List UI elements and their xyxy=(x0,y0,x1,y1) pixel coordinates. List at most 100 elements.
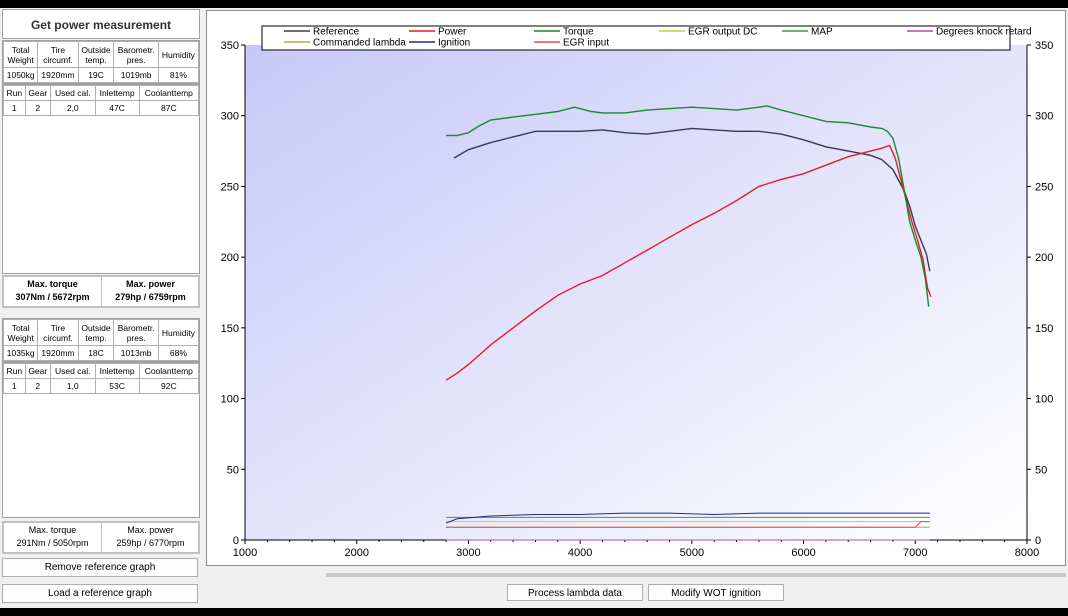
horizontal-scrollbar[interactable] xyxy=(326,573,1066,577)
value-inlettemp: 47C xyxy=(94,100,140,116)
max-torque-1: Max. torque 307Nm / 5672rpm xyxy=(4,277,101,306)
y-tick-label: 50 xyxy=(227,464,239,476)
conditions-table-1: Total Weight Tire circumf. Outside temp.… xyxy=(2,41,200,83)
value-gear: 2 xyxy=(24,100,51,116)
value-used-cal: 2,0 xyxy=(49,100,96,116)
measurement-2-conditions: Total Weight Tire circumf. Outside temp.… xyxy=(2,318,200,362)
header-used-cal: Used cal. xyxy=(49,85,96,101)
series-line-torque xyxy=(446,105,930,307)
value-total-weight: 1035kg xyxy=(2,345,39,361)
max-torque-label: Max. torque xyxy=(28,525,77,535)
y-tick-label-right: 0 xyxy=(1035,535,1041,547)
max-torque-label: Max. torque xyxy=(27,279,78,289)
y-tick-label: 350 xyxy=(221,40,239,52)
value-barometric-pressure: 1019mb xyxy=(113,67,159,83)
header-tire-circumference: Tire circumf. xyxy=(37,41,79,68)
legend-label: Ignition xyxy=(438,38,470,49)
max-power-2: Max. power 259hp / 6770rpm xyxy=(102,523,199,552)
legend: Reference Power Torque EGR output DC MAP Degr… xyxy=(261,25,1032,51)
value-used-cal: 1,0 xyxy=(49,378,96,394)
legend-label: Degrees knock retard xyxy=(936,27,1032,38)
max-torque-2: Max. torque 291Nm / 5050rpm xyxy=(4,523,101,552)
conditions-table-2: Total Weight Tire circumf. Outside temp.… xyxy=(2,319,200,361)
legend-label: EGR input xyxy=(563,38,609,49)
value-coolanttemp: 92C xyxy=(138,378,200,394)
value-humidity: 68% xyxy=(157,345,200,361)
divider xyxy=(101,277,102,306)
max-torque-value: 291Nm / 5050rpm xyxy=(16,538,89,548)
header-barometric-pressure: Barometr. pres. xyxy=(113,41,159,68)
x-tick-label: 1000 xyxy=(233,547,257,559)
run-table-2: Run Gear Used cal. Inlettemp Coolanttemp… xyxy=(3,363,200,394)
legend-label: EGR output DC xyxy=(688,27,757,38)
value-coolanttemp: 87C xyxy=(138,100,200,116)
header-coolanttemp: Coolanttemp xyxy=(138,85,200,101)
value-run: 1 xyxy=(3,100,26,116)
header-gear: Gear xyxy=(24,85,51,101)
divider xyxy=(101,523,102,552)
series-line-reference xyxy=(453,127,931,272)
app-window: Get power measurement Total Weight Tire … xyxy=(0,8,1068,608)
value-outside-temp: 19C xyxy=(77,67,115,83)
load-reference-button[interactable]: Load a reference graph xyxy=(2,584,198,603)
y-tick-label: 200 xyxy=(221,252,239,264)
header-total-weight: Total Weight xyxy=(2,41,39,68)
measurement-1-conditions: Total Weight Tire circumf. Outside temp.… xyxy=(2,40,200,84)
header-outside-temp: Outside temp. xyxy=(77,319,115,346)
y-tick-label: 250 xyxy=(221,181,239,193)
value-gear: 2 xyxy=(24,378,51,394)
axes: 0 0 50 50 100 100 150 150 200 200 250 250 300 300 350 3… xyxy=(221,40,1054,559)
power-chart: 0 0 50 50 100 100 150 150 200 200 250 250 300 300 350 3… xyxy=(221,25,1054,559)
y-tick-label-right: 150 xyxy=(1035,323,1053,335)
legend-label: Commanded lambda xyxy=(313,38,406,49)
x-tick-label: 8000 xyxy=(1015,547,1039,559)
x-tick-label: 6000 xyxy=(791,547,815,559)
x-tick-label: 4000 xyxy=(568,547,592,559)
series-line-ignition xyxy=(445,512,930,524)
header-humidity: Humidity xyxy=(157,41,200,68)
header-run: Run xyxy=(3,363,26,379)
legend-label: Reference xyxy=(313,27,360,38)
measurement-1-run: Run Gear Used cal. Inlettemp Coolanttemp… xyxy=(2,84,200,274)
header-total-weight: Total Weight xyxy=(2,319,39,346)
x-tick-label: 2000 xyxy=(344,547,368,559)
scrollbar-track-start xyxy=(206,571,326,579)
header-inlettemp: Inlettemp xyxy=(94,85,140,101)
y-tick-label: 0 xyxy=(233,535,239,547)
modify-wot-ignition-button[interactable]: Modify WOT ignition xyxy=(648,584,784,601)
value-run: 1 xyxy=(3,378,26,394)
remove-reference-button[interactable]: Remove reference graph xyxy=(2,558,198,577)
series xyxy=(445,105,932,541)
value-outside-temp: 18C xyxy=(77,345,115,361)
x-tick-label: 7000 xyxy=(903,547,927,559)
legend-box xyxy=(261,25,1011,51)
left-panel: Get power measurement Total Weight Tire … xyxy=(0,8,203,608)
x-tick-label: 5000 xyxy=(680,547,704,559)
y-tick-label-right: 350 xyxy=(1035,40,1053,52)
header-used-cal: Used cal. xyxy=(49,363,96,379)
process-lambda-button[interactable]: Process lambda data xyxy=(507,584,643,601)
legend-label: Torque xyxy=(563,27,594,38)
max-power-value: 259hp / 6770rpm xyxy=(116,538,185,548)
y-tick-label-right: 200 xyxy=(1035,252,1053,264)
measurement-2-run: Run Gear Used cal. Inlettemp Coolanttemp… xyxy=(2,362,200,518)
header-gear: Gear xyxy=(24,363,51,379)
value-tire-circumference: 1920mm xyxy=(37,345,79,361)
max-torque-value: 307Nm / 5672rpm xyxy=(15,292,90,302)
y-tick-label: 150 xyxy=(221,323,239,335)
y-tick-label: 300 xyxy=(221,111,239,123)
header-run: Run xyxy=(3,85,26,101)
x-tick-label: 3000 xyxy=(456,547,480,559)
value-humidity: 81% xyxy=(157,67,200,83)
value-total-weight: 1050kg xyxy=(2,67,39,83)
y-tick-label-right: 300 xyxy=(1035,111,1053,123)
y-tick-label-right: 100 xyxy=(1035,394,1053,406)
max-power-1: Max. power 279hp / 6759rpm xyxy=(102,277,199,306)
legend-label: MAP xyxy=(811,27,833,38)
value-barometric-pressure: 1013mb xyxy=(113,345,159,361)
chart-panel: 0 0 50 50 100 100 150 150 200 200 250 250 300 300 350 3… xyxy=(206,10,1066,566)
header-inlettemp: Inlettemp xyxy=(94,363,140,379)
run-table-1: Run Gear Used cal. Inlettemp Coolanttemp… xyxy=(3,85,200,116)
value-tire-circumference: 1920mm xyxy=(37,67,79,83)
y-tick-label: 100 xyxy=(221,394,239,406)
